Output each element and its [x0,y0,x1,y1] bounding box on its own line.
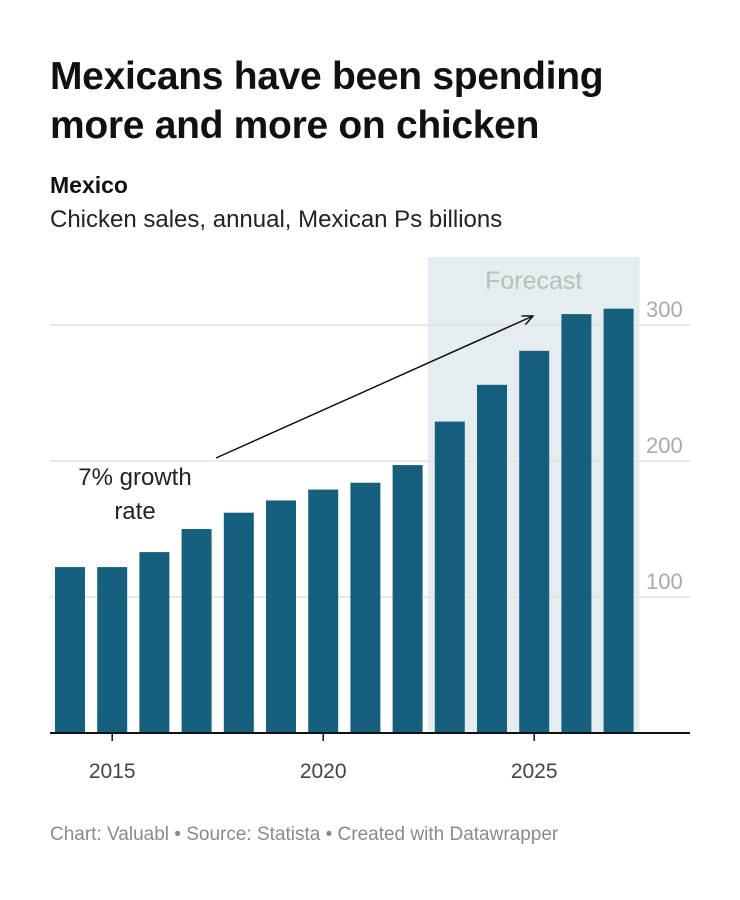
y-tick-label-100: 100 [646,569,683,594]
bar-2014 [55,567,85,733]
chart-subtitle: Chicken sales, annual, Mexican Ps billio… [50,206,503,233]
chart-subtitle-region: Mexico [50,172,128,198]
x-tick-label-2025: 2025 [511,760,558,783]
x-tick-label-2015: 2015 [89,760,136,783]
bar-2026 [561,314,592,733]
bar-2017 [181,529,212,733]
bar-2016 [139,552,170,733]
chart-footer: Chart: Valuabl • Source: Statista • Crea… [50,824,559,845]
bar-2015 [97,567,128,733]
bar-2020 [308,489,339,733]
bar-2023 [434,421,465,733]
forecast-label: Forecast [485,267,582,295]
bar-2022 [392,465,423,733]
x-tick-label-2020: 2020 [300,760,347,783]
bar-2025 [519,350,550,733]
bar-2024 [477,384,507,733]
annotation-line-1: 7% growth [78,464,191,491]
annotation-line-2: rate [114,498,155,525]
growth-arrow [215,316,533,459]
chart-title: Mexicans have been spending more and mor… [50,55,604,147]
y-tick-label-200: 200 [646,433,683,458]
y-tick-label-300: 300 [646,297,683,322]
bar-2018 [223,512,254,733]
bar-2019 [266,500,296,733]
bar-2021 [350,482,381,733]
bar-2027 [603,308,634,733]
